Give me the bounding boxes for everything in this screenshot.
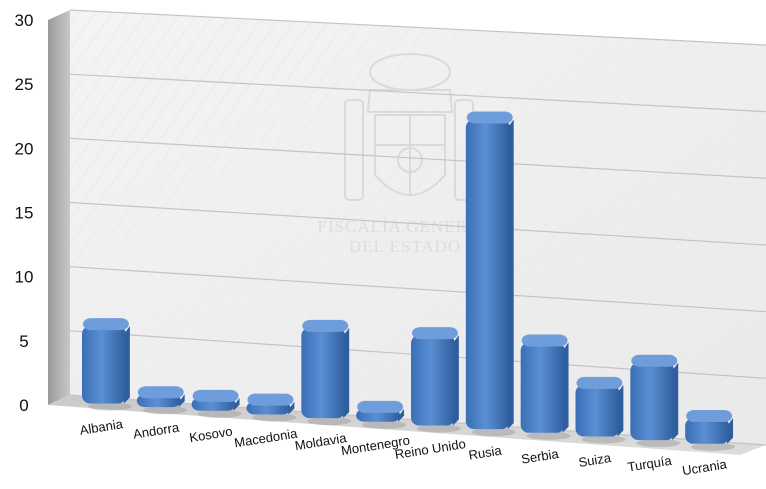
bar-side <box>398 408 405 422</box>
back-wall-hatch <box>70 10 766 445</box>
bar-front <box>575 384 620 437</box>
bar <box>685 410 736 451</box>
y-tick-label: 15 <box>15 204 34 223</box>
bar-front <box>630 362 675 441</box>
x-tick-label: Macedonia <box>233 426 299 451</box>
bar-top <box>192 389 239 402</box>
bar <box>411 327 461 433</box>
bar-top <box>521 334 568 347</box>
watermark-line-1: FISCALÍA GENERAL <box>317 217 492 236</box>
bar <box>82 318 132 411</box>
bar <box>191 389 242 418</box>
bar-shadow <box>197 409 242 418</box>
bar-shadow <box>636 439 681 448</box>
bar-top <box>466 111 513 124</box>
y-tick-label: 10 <box>15 268 34 287</box>
bar-front <box>82 326 126 404</box>
gridline <box>69 201 766 246</box>
bar-top <box>686 410 733 422</box>
bar-shadow <box>417 424 461 433</box>
bar-front <box>411 335 455 426</box>
y-tick-label: 25 <box>15 75 34 94</box>
x-axis: Albania Andorra Kosovo MacedoniaMoldaviaMon… <box>79 416 729 478</box>
x-tick-label: Suiza <box>577 450 612 470</box>
bar <box>465 111 516 437</box>
gridline <box>69 137 766 179</box>
x-tick-label: Rusia <box>467 443 503 463</box>
bar-shadow <box>581 435 626 444</box>
watermark-seal: FISCALÍA GENERAL DEL ESTADO <box>317 53 492 256</box>
bar-shadow <box>252 413 297 422</box>
watermark-line-2: DEL ESTADO <box>349 237 461 256</box>
bar-front <box>520 342 565 433</box>
bar <box>575 376 626 444</box>
side-wall <box>48 10 70 405</box>
x-tick-label: Andorra <box>132 420 181 442</box>
y-axis: 0 5 10 15 20 25 30 <box>15 11 34 415</box>
bar <box>246 393 297 422</box>
bar-side <box>288 401 295 415</box>
bar-top <box>247 393 294 406</box>
bar-shadow <box>88 402 132 411</box>
gridline <box>69 266 766 313</box>
bar-top <box>412 327 458 340</box>
x-tick-label: Kosovo <box>188 424 233 446</box>
x-tick-label: Ucrania <box>681 456 728 478</box>
bar <box>630 354 681 448</box>
x-tick-label: Turquía <box>626 453 673 475</box>
bar <box>301 319 352 426</box>
bar-front <box>465 119 510 430</box>
bar-top <box>576 376 623 389</box>
bar-shadow <box>526 431 571 440</box>
bar <box>136 386 187 415</box>
bar-side <box>233 397 240 411</box>
x-tick-label: Serbia <box>520 446 560 467</box>
gridline <box>69 9 766 46</box>
y-tick-label: 0 <box>19 396 28 415</box>
bar-shadow <box>307 417 352 426</box>
bar-top <box>83 318 129 331</box>
bar-shadow <box>142 406 187 415</box>
bar-side <box>178 394 185 408</box>
x-tick-label: Albania <box>79 416 125 438</box>
bars <box>82 111 736 451</box>
bar-shadow <box>471 428 516 437</box>
bar <box>356 400 407 429</box>
bar <box>520 334 571 440</box>
y-tick-label: 30 <box>15 11 34 30</box>
bar-shadow <box>362 420 407 429</box>
bar-top <box>357 400 404 413</box>
bar-top <box>137 386 184 399</box>
bar-top <box>302 319 349 332</box>
bar-front <box>685 418 730 444</box>
y-tick-label: 20 <box>15 139 34 158</box>
y-tick-label: 5 <box>19 332 28 351</box>
bar-front <box>301 327 346 419</box>
bar-shadow <box>691 442 736 451</box>
gridline <box>69 73 766 113</box>
bar-top <box>631 354 678 367</box>
